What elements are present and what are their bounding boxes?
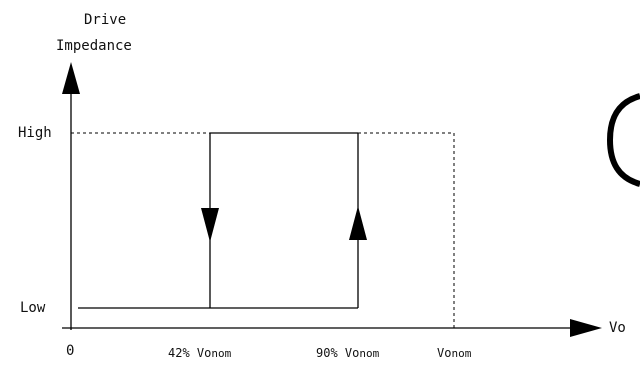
- partial-bracket-shape: [606, 93, 640, 187]
- y-axis-label-line1: Drive: [84, 12, 127, 28]
- tick-label-vonom: Vonom: [437, 345, 471, 362]
- down-arrow: [201, 208, 219, 242]
- y-axis-label-line2: Impedance: [56, 38, 132, 54]
- tick-90-main: Vo: [344, 346, 360, 360]
- high-level-label: High: [18, 125, 52, 141]
- tick-90-prefix: 90%: [316, 346, 345, 360]
- x-axis-arrowhead: [570, 319, 602, 337]
- tick-42-prefix: 42%: [168, 346, 197, 360]
- y-axis-arrowhead: [62, 62, 80, 94]
- x-axis-label: Vo: [609, 320, 626, 336]
- tick-label-42-percent: 42% Vonom: [168, 345, 231, 362]
- tick-vonom-main: Vo: [437, 346, 452, 360]
- tick-42-sub: nom: [211, 347, 232, 360]
- tick-90-sub: nom: [359, 347, 380, 360]
- tick-label-zero: 0: [66, 343, 75, 359]
- up-arrow: [349, 206, 367, 240]
- tick-vonom-sub: nom: [451, 347, 472, 360]
- tick-label-90-percent: 90% Vonom: [316, 345, 379, 362]
- tick-42-main: Vo: [196, 346, 212, 360]
- low-level-label: Low: [20, 300, 46, 316]
